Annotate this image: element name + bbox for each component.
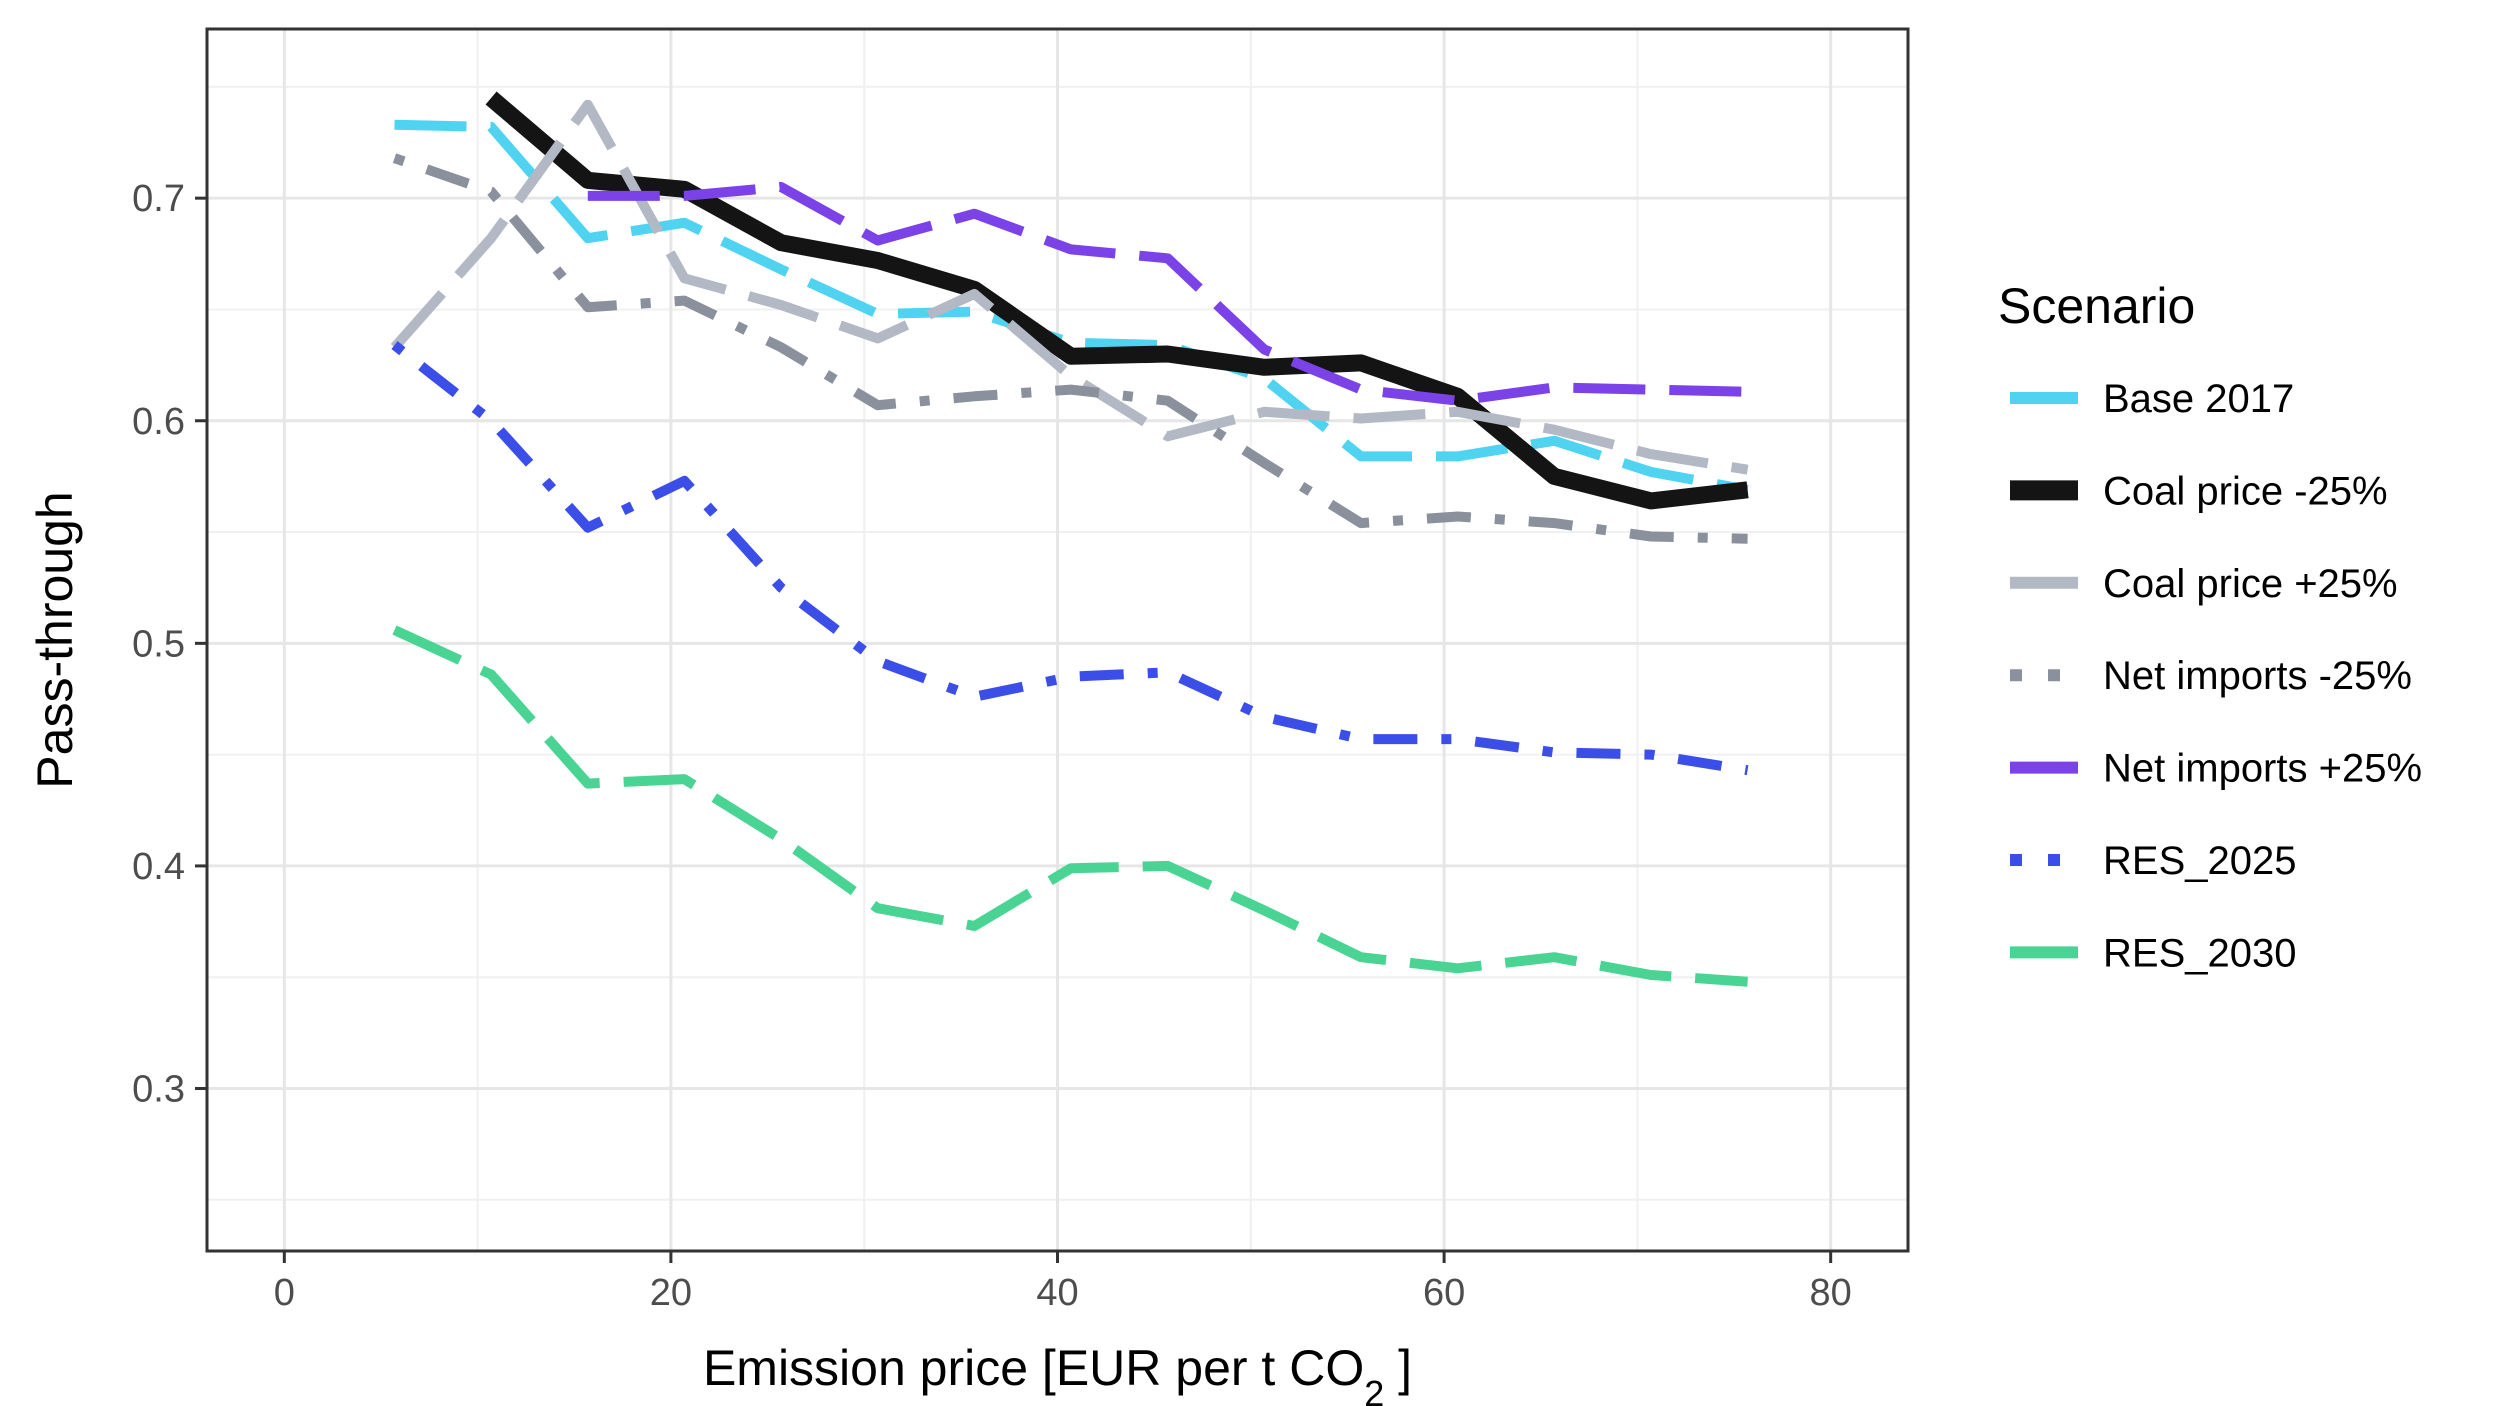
legend-title: Scenario xyxy=(1998,278,2195,334)
x-tick-label: 20 xyxy=(650,1272,692,1314)
legend-label-7: RES_2030 xyxy=(2103,931,2296,975)
legend-label-2: Coal price -25% xyxy=(2103,469,2388,513)
y-tick-label: 0.5 xyxy=(132,623,185,665)
legend-label-3: Coal price +25% xyxy=(2103,562,2398,606)
y-tick-label: 0.6 xyxy=(132,401,185,443)
x-axis-title-subscript: 2 xyxy=(1364,1373,1384,1406)
x-axis-title: Emission price [EUR per t CO2 ] xyxy=(703,1340,1412,1406)
y-tick-label: 0.3 xyxy=(132,1069,185,1111)
x-tick-label: 40 xyxy=(1036,1272,1078,1314)
series-line-4 xyxy=(392,153,1748,544)
grid-major xyxy=(207,29,1908,1251)
series-line-5 xyxy=(587,182,1748,406)
series-line-7 xyxy=(392,625,1748,987)
x-axis-ticks: 0 20 40 60 80 xyxy=(274,1251,1852,1314)
series-layer xyxy=(390,91,1749,987)
legend: Scenario Base 2017 Coal price -25% Coal pr… xyxy=(1998,278,2422,975)
legend-label-4: Net imports -25% xyxy=(2103,654,2412,698)
x-tick-label: 80 xyxy=(1810,1272,1852,1314)
y-tick-label: 0.4 xyxy=(132,846,185,888)
legend-label-6: RES_2025 xyxy=(2103,839,2296,883)
x-axis-title-main: Emission price [EUR per t CO xyxy=(703,1340,1364,1396)
legend-label-5: Net imports +25% xyxy=(2103,747,2422,791)
legend-label-1: Base 2017 xyxy=(2103,377,2294,421)
y-axis-title: Pass-through xyxy=(27,491,83,788)
x-tick-label: 60 xyxy=(1423,1272,1465,1314)
y-axis-ticks: 0.3 0.4 0.5 0.6 0.7 xyxy=(132,178,207,1111)
y-tick-label: 0.7 xyxy=(132,178,185,220)
x-axis-title-suffix: ] xyxy=(1384,1340,1412,1396)
legend-items: Base 2017 Coal price -25% Coal price +25% N… xyxy=(2010,377,2422,975)
x-tick-label: 0 xyxy=(274,1272,295,1314)
